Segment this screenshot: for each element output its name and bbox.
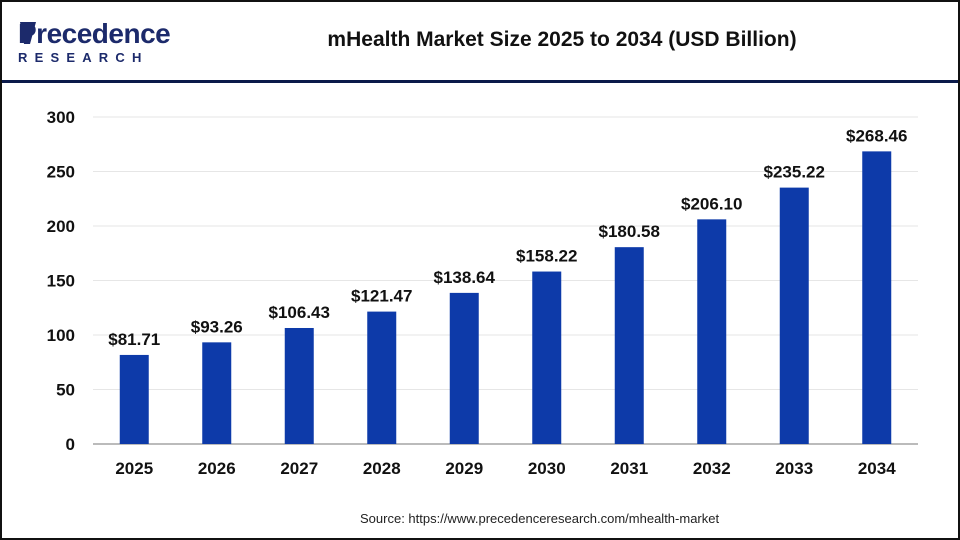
x-tick-label: 2025 xyxy=(115,459,153,478)
y-tick-label: 150 xyxy=(47,272,75,291)
x-tick-label: 2026 xyxy=(198,459,236,478)
y-tick-label: 50 xyxy=(56,381,75,400)
bar xyxy=(284,327,314,444)
source-text: Source: https://www.precedenceresearch.c… xyxy=(360,511,720,526)
x-tick-label: 2029 xyxy=(445,459,483,478)
x-tick-label: 2030 xyxy=(528,459,566,478)
bar xyxy=(779,187,809,444)
data-label: $206.10 xyxy=(681,194,742,213)
bar xyxy=(449,292,479,444)
logo-text: Precedence xyxy=(18,18,171,49)
bar xyxy=(697,219,727,444)
x-tick-label: 2032 xyxy=(693,459,731,478)
x-tick-label: 2034 xyxy=(858,459,896,478)
chart-title: mHealth Market Size 2025 to 2034 (USD Bi… xyxy=(327,28,797,51)
data-label: $106.43 xyxy=(269,303,330,322)
logo-mark-icon xyxy=(20,22,36,44)
x-tick-label: 2027 xyxy=(280,459,318,478)
data-label: $158.22 xyxy=(516,247,577,266)
data-label: $93.26 xyxy=(191,317,243,336)
data-label: $235.22 xyxy=(764,163,825,182)
bar xyxy=(202,342,232,444)
y-tick-label: 300 xyxy=(47,108,75,127)
y-tick-label: 250 xyxy=(47,163,75,182)
y-tick-label: 200 xyxy=(47,217,75,236)
data-label: $268.46 xyxy=(846,126,907,145)
header: Precedence RESEARCH mHealth Market Size … xyxy=(2,2,958,83)
data-label: $121.47 xyxy=(351,287,412,306)
bar xyxy=(532,271,562,444)
x-tick-label: 2031 xyxy=(610,459,648,478)
logo-subtext: RESEARCH xyxy=(18,50,149,65)
precedence-research-logo: Precedence RESEARCH xyxy=(18,18,171,66)
x-tick-label: 2028 xyxy=(363,459,401,478)
data-label: $81.71 xyxy=(108,330,160,349)
y-tick-label: 0 xyxy=(66,435,75,454)
data-label: $138.64 xyxy=(434,268,496,287)
bar xyxy=(119,354,149,444)
bar xyxy=(367,311,397,444)
bar xyxy=(862,151,892,444)
x-tick-label: 2033 xyxy=(775,459,813,478)
bar xyxy=(614,247,644,444)
y-tick-label: 100 xyxy=(47,326,75,345)
data-label: $180.58 xyxy=(599,222,660,241)
